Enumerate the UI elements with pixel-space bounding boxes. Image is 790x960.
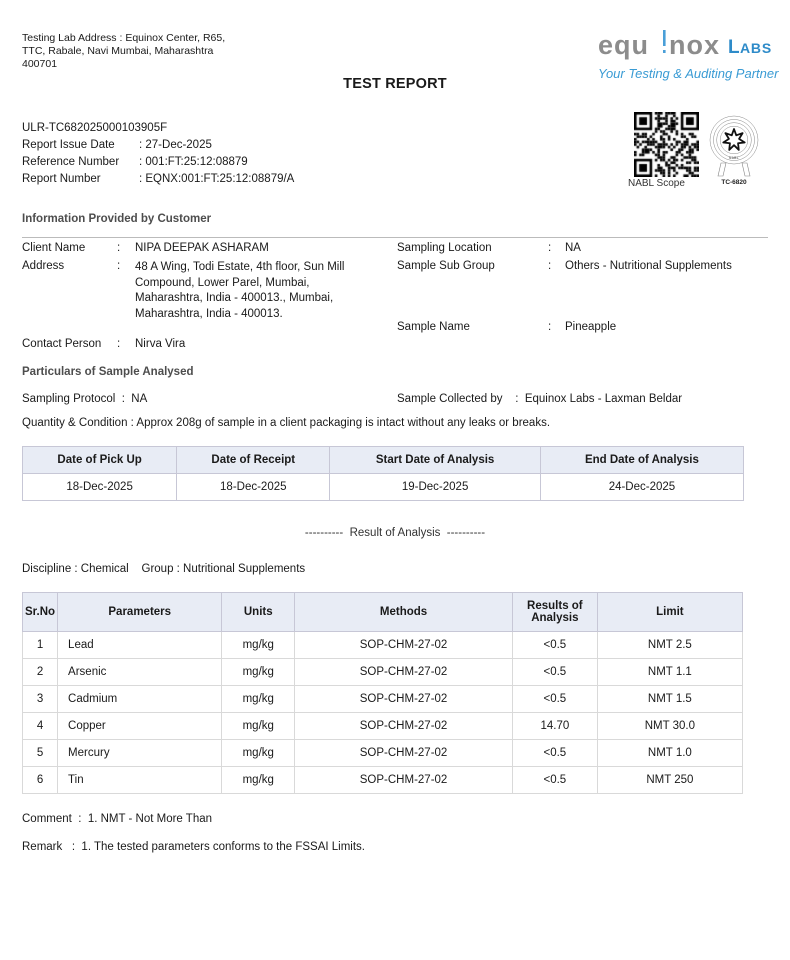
svg-text:nox: nox [669,30,720,60]
svg-text:equ: equ [598,30,649,60]
svg-text:NABL: NABL [729,156,739,160]
svg-text:ABS: ABS [740,40,772,56]
svg-text:TC-6820: TC-6820 [721,179,747,184]
svg-text:L: L [728,37,740,58]
